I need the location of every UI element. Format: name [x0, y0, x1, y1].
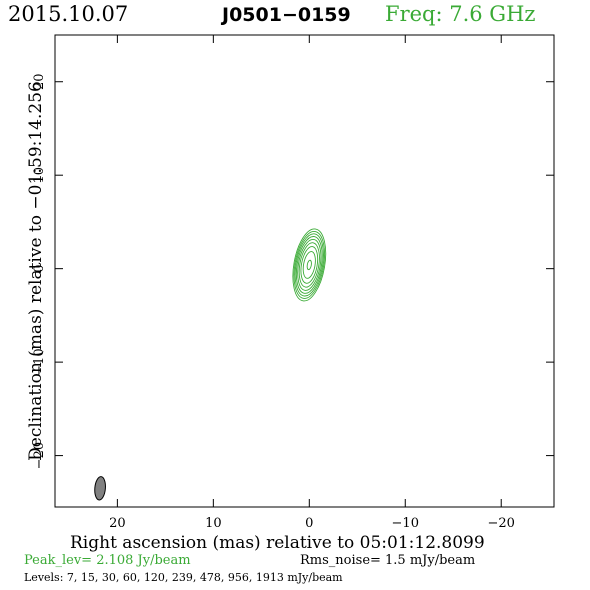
y-axis-label: Declination (mas) relative to −01:59:14.… — [26, 81, 46, 461]
y-tick-label: 0 — [32, 265, 47, 273]
x-axis-label: Right ascension (mas) relative to 05:01:… — [70, 533, 485, 553]
contour-level-15 — [293, 230, 326, 299]
contour-level-30 — [294, 233, 324, 297]
beam-ellipse-group — [94, 476, 106, 501]
y-tick-label: −10 — [32, 348, 47, 375]
y-tick-label: 20 — [32, 73, 47, 90]
y-tick-label: −20 — [32, 442, 47, 469]
axis-ticks: 20 10 0 −10 −20 20 10 0 −10 −20 — [32, 35, 554, 531]
contour-level-1913 — [306, 259, 312, 271]
x-tick-label: −10 — [392, 516, 419, 531]
x-tick-label: −20 — [488, 516, 515, 531]
frequency-label: Freq: 7.6 GHz — [385, 2, 536, 26]
contour-level-60 — [295, 236, 323, 294]
x-tick-label: 10 — [205, 516, 222, 531]
contour-level-478 — [300, 246, 319, 284]
plot-frame — [54, 34, 555, 508]
contour-level-120 — [297, 238, 322, 291]
contour-level-7 — [292, 228, 327, 302]
epoch-date: 2015.10.07 — [8, 2, 129, 26]
x-tick-label: 0 — [305, 516, 313, 531]
beam-ellipse — [94, 476, 106, 501]
contour-level-239 — [298, 242, 320, 288]
rms-noise: Rms_noise= 1.5 mJy/beam — [300, 553, 476, 568]
contour-levels: Levels: 7, 15, 30, 60, 120, 239, 478, 95… — [24, 571, 343, 584]
contour-set — [292, 228, 327, 302]
x-tick-label: 20 — [109, 516, 126, 531]
source-name: J0501−0159 — [222, 4, 351, 26]
peak-level: Peak_lev= 2.108 Jy/beam — [24, 553, 191, 568]
contour-level-956 — [302, 251, 316, 279]
y-tick-label: 10 — [32, 167, 47, 184]
